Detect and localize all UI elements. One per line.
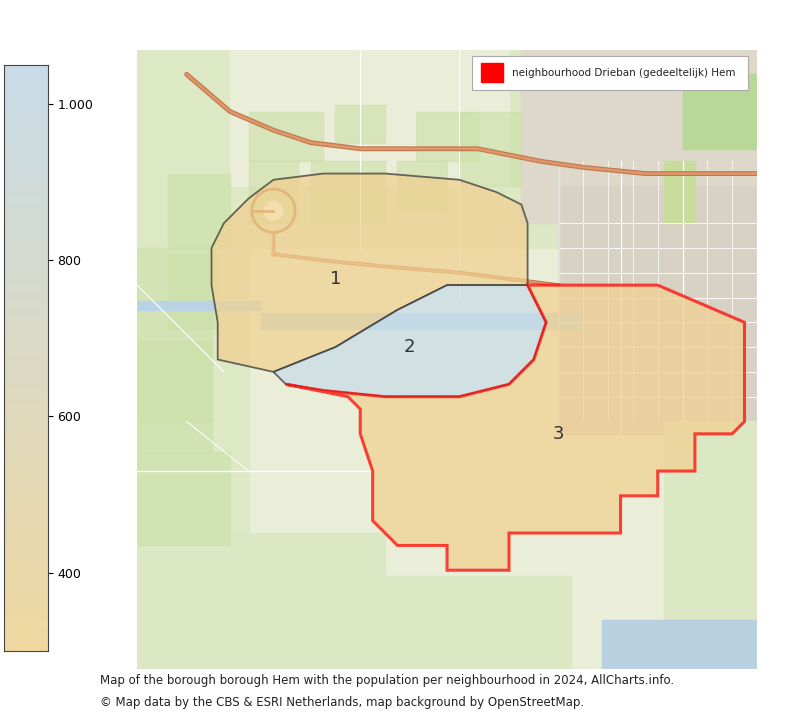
- Bar: [522, 50, 757, 223]
- Bar: [261, 313, 584, 329]
- Text: neighbourhood Drieban (gedeeltelijk) Hem: neighbourhood Drieban (gedeeltelijk) Hem: [512, 68, 735, 78]
- Bar: [385, 577, 571, 669]
- Bar: [602, 620, 757, 669]
- Bar: [137, 50, 249, 669]
- Bar: [398, 161, 447, 211]
- Bar: [249, 111, 323, 161]
- Bar: [137, 533, 385, 669]
- Text: Map of the borough borough Hem with the population per neighbourhood in 2024, Al: Map of the borough borough Hem with the …: [100, 674, 674, 687]
- Text: 2: 2: [404, 338, 415, 356]
- Bar: [559, 186, 757, 434]
- Polygon shape: [273, 285, 546, 397]
- Bar: [230, 50, 509, 186]
- Bar: [460, 111, 522, 186]
- Bar: [137, 301, 261, 310]
- Bar: [168, 173, 230, 248]
- Bar: [168, 254, 218, 329]
- Bar: [137, 452, 230, 546]
- Polygon shape: [286, 285, 745, 570]
- Text: 3: 3: [553, 425, 565, 443]
- Circle shape: [264, 201, 283, 220]
- Bar: [137, 50, 757, 248]
- Bar: [249, 161, 299, 223]
- Bar: [335, 106, 385, 142]
- Bar: [664, 161, 695, 223]
- Text: 1: 1: [330, 270, 341, 288]
- Bar: [664, 421, 757, 669]
- Bar: [310, 161, 385, 223]
- Bar: [137, 248, 211, 421]
- Bar: [683, 74, 757, 149]
- Polygon shape: [211, 173, 527, 372]
- Bar: [481, 63, 503, 82]
- Text: © Map data by the CBS & ESRI Netherlands, map background by OpenStreetMap.: © Map data by the CBS & ESRI Netherlands…: [100, 696, 584, 709]
- Bar: [137, 341, 211, 452]
- FancyBboxPatch shape: [472, 56, 748, 90]
- Bar: [416, 111, 478, 161]
